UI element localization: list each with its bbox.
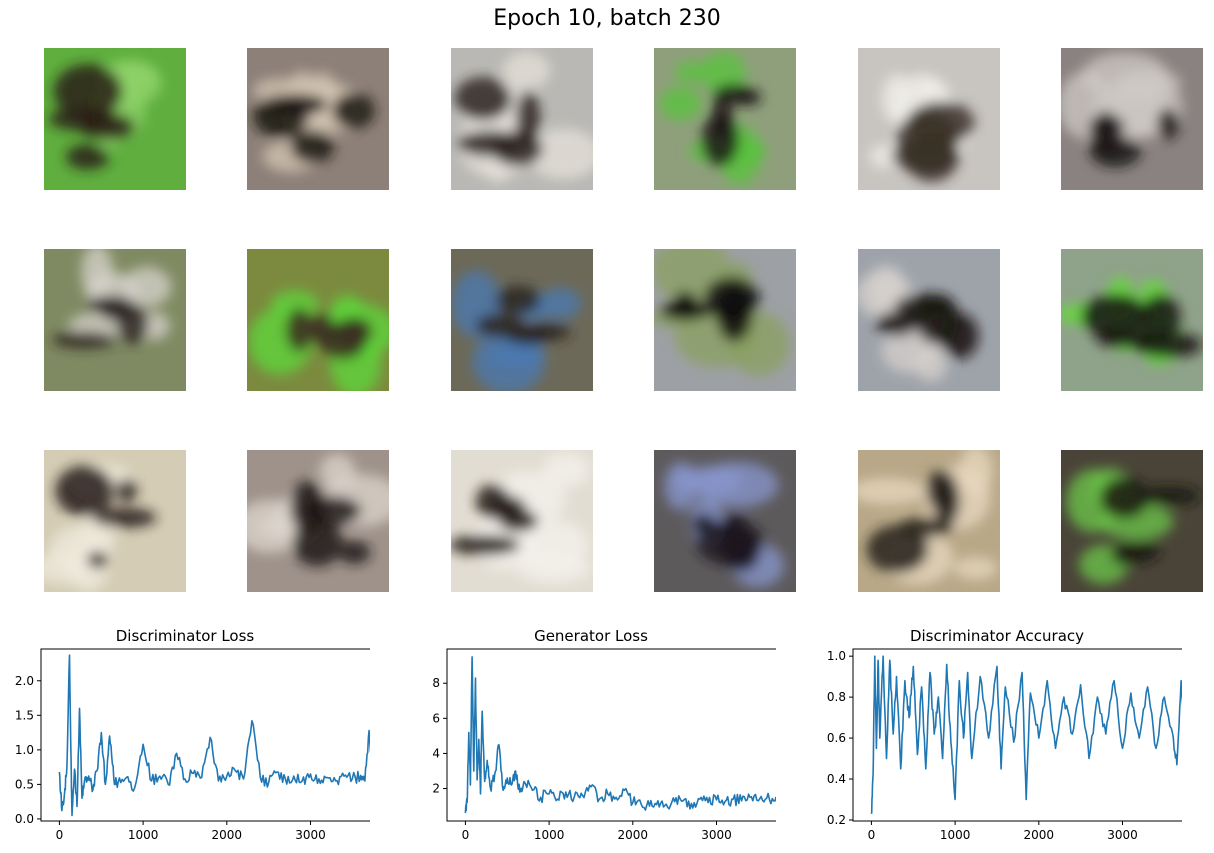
series-line (870, 655, 1182, 815)
generated-sample-image (654, 450, 796, 592)
y-tick-label: 1.0 (827, 649, 846, 663)
y-tick-label: 2 (432, 782, 440, 796)
y-tick-label: 1.0 (15, 743, 34, 757)
x-tick-label: 2000 (1024, 828, 1055, 842)
generated-sample-image (858, 48, 1000, 190)
generated-image-grid (44, 48, 1203, 592)
chart-title: Discriminator Accuracy (909, 627, 1085, 645)
x-tick-label: 3000 (295, 828, 326, 842)
axes-frame (446, 648, 776, 822)
generated-sample-image (44, 249, 186, 391)
y-tick-label: 0.8 (827, 690, 846, 704)
y-tick-label: 0.4 (827, 772, 846, 786)
chart-plot-area: 0 1000 2000 3000 2 4 6 8 (432, 648, 776, 842)
x-tick-label: 0 (56, 828, 64, 842)
chart-title: Generator Loss (534, 627, 648, 645)
y-tick-label: 8 (432, 676, 440, 690)
series-line (58, 654, 370, 817)
x-tick-label: 3000 (1107, 828, 1138, 842)
y-tick-label: 0.5 (15, 777, 34, 791)
generated-sample-image (1061, 249, 1203, 391)
generated-sample-image (44, 48, 186, 190)
y-tick-label: 6 (432, 711, 440, 725)
figure-title: Epoch 10, batch 230 (493, 6, 721, 31)
chart-title: Discriminator Loss (115, 627, 255, 645)
axes-frame (852, 648, 1182, 822)
y-tick-label: 4 (432, 746, 440, 760)
x-tick-label: 0 (462, 828, 470, 842)
generated-sample-image (247, 450, 389, 592)
generated-sample-image (1061, 48, 1203, 190)
chart-plot-area: 0 1000 2000 3000 0.2 0.4 0.6 0.8 1.0 (827, 648, 1182, 842)
discriminator-accuracy-chart: Discriminator Accuracy 0 1000 2000 3000 0.2 0… (812, 622, 1182, 853)
generated-sample-image (451, 450, 593, 592)
x-tick-label: 1000 (534, 828, 565, 842)
y-tick-label: 1.5 (15, 708, 34, 722)
generated-sample-image (858, 450, 1000, 592)
generated-sample-image (1061, 450, 1203, 592)
x-tick-label: 1000 (128, 828, 159, 842)
generated-sample-image (247, 48, 389, 190)
generated-sample-image (247, 249, 389, 391)
chart-plot-area: 0 1000 2000 3000 0.0 0.5 1.0 1.5 2.0 (15, 648, 370, 842)
series-line (464, 656, 776, 814)
x-tick-label: 2000 (212, 828, 243, 842)
generated-sample-image (451, 48, 593, 190)
x-tick-label: 2000 (618, 828, 649, 842)
y-tick-label: 2.0 (15, 674, 34, 688)
x-tick-label: 1000 (940, 828, 971, 842)
generated-sample-image (654, 48, 796, 190)
generated-sample-image (858, 249, 1000, 391)
y-tick-label: 0.2 (827, 813, 846, 827)
x-tick-label: 3000 (701, 828, 732, 842)
y-tick-label: 0.0 (15, 812, 34, 826)
generated-sample-image (654, 249, 796, 391)
y-tick-label: 0.6 (827, 731, 846, 745)
generator-loss-chart: Generator Loss 0 1000 2000 3000 2 4 6 8 (406, 622, 776, 853)
axes-frame (40, 648, 370, 822)
x-tick-label: 0 (868, 828, 876, 842)
generated-sample-image (44, 450, 186, 592)
discriminator-loss-chart: Discriminator Loss 0 1000 2000 3000 0.0 0.5 1.… (0, 622, 370, 853)
generated-sample-image (451, 249, 593, 391)
